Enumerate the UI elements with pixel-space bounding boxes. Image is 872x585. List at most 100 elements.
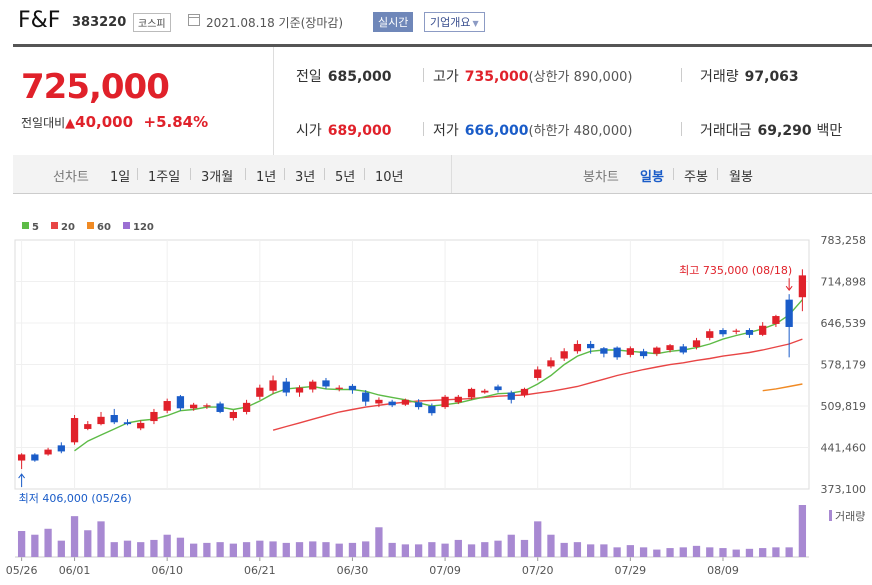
volume-bar (97, 521, 105, 557)
candle-body (348, 385, 357, 391)
realtime-button[interactable]: 실시간 (373, 12, 414, 32)
divider (423, 122, 424, 136)
candle-body (706, 331, 714, 338)
tab-daily[interactable]: 일봉 (640, 170, 664, 185)
candle-body (494, 386, 502, 391)
candle-body (600, 348, 608, 354)
company-overview-dropdown[interactable]: 기업개요 ▼ (424, 12, 485, 32)
volume-bar (679, 547, 687, 557)
divider (137, 168, 138, 180)
low-price: 저가 666,000(하한가 480,000) (433, 123, 633, 139)
tab-3y[interactable]: 3년 (295, 170, 316, 185)
candle-chart-label: 봉차트 (583, 170, 619, 185)
min-arrowhead (18, 473, 26, 479)
volume-bar (772, 547, 780, 557)
candle-body (692, 340, 701, 348)
candle-body (719, 330, 727, 335)
change-row: 전일대비▲40,000 +5.84% (21, 113, 208, 131)
volume-bar (481, 542, 489, 557)
volume-bar (190, 543, 198, 557)
volume-bar (44, 528, 52, 557)
summary-divider (273, 47, 274, 155)
candle-body (467, 388, 476, 398)
stock-name: F&F (18, 8, 61, 33)
candle-body (587, 343, 595, 349)
candle-body (203, 405, 211, 407)
volume-bar (467, 544, 476, 557)
volume-bar (587, 544, 595, 557)
tab-weekly[interactable]: 주봉 (684, 170, 708, 185)
legend-label: 120 (133, 222, 154, 233)
candle-body (454, 396, 462, 403)
tab-1w[interactable]: 1주일 (148, 170, 181, 185)
volume-bar (242, 542, 251, 557)
candle-body (229, 411, 237, 419)
candle-body (123, 422, 132, 425)
market-badge: 코스피 (133, 13, 171, 32)
ma20-line (272, 338, 803, 431)
candle-body (414, 402, 423, 408)
x-tick-label: 07/29 (614, 564, 646, 577)
volume: 거래량 97,063 (700, 69, 799, 85)
candle-body (242, 402, 251, 412)
stock-code: 383220 (72, 15, 127, 30)
tab-1d[interactable]: 1일 (110, 170, 131, 185)
price-summary: 725,000 전일대비▲40,000 +5.84% 전일 685,000 고가 7… (13, 47, 872, 156)
change-percent: +5.84% (143, 113, 209, 131)
volume-bar (362, 541, 370, 557)
volume-bar (203, 542, 211, 557)
tab-5y[interactable]: 5년 (335, 170, 356, 185)
volume-bar (441, 543, 449, 557)
candle-body (335, 387, 343, 389)
tab-1y[interactable]: 1년 (256, 170, 277, 185)
volume-bar (706, 547, 714, 557)
tab-10y[interactable]: 10년 (375, 170, 404, 185)
divider (190, 168, 191, 180)
volume-bar (560, 542, 568, 557)
candle-body (626, 348, 634, 355)
y-tick-label: 373,100 (821, 483, 867, 496)
ma5-line (74, 299, 803, 452)
volume-bar (534, 521, 542, 557)
volume-bar (150, 539, 158, 557)
volume-bar (269, 541, 277, 557)
candle-body (520, 388, 529, 395)
x-tick-label: 06/21 (244, 564, 276, 577)
tabs-divider (451, 155, 452, 193)
candle-body (534, 369, 542, 378)
volume-bar (573, 542, 582, 557)
candle-body (798, 275, 807, 298)
candle-body (295, 387, 304, 393)
min-price-annotation: 최저 406,000 (05/26) (19, 492, 132, 505)
tab-3m[interactable]: 3개월 (201, 170, 234, 185)
y-tick-label: 578,179 (821, 359, 867, 372)
x-tick-label: 07/09 (429, 564, 461, 577)
candle-body (190, 404, 198, 409)
calendar-icon (188, 14, 200, 26)
x-tick-label: 06/30 (337, 564, 369, 577)
candle-body (309, 381, 317, 390)
candle-body (732, 330, 740, 332)
max-price-annotation: 최고 735,000 (08/18) (679, 264, 792, 277)
max-arrowhead (785, 285, 793, 292)
volume-bar (494, 540, 502, 557)
volume-bar (692, 545, 701, 557)
tab-monthly[interactable]: 월봉 (729, 170, 753, 185)
volume-legend-swatch (829, 510, 832, 521)
header-rule (13, 44, 872, 47)
volume-bar (348, 542, 357, 557)
current-price: 725,000 (21, 67, 170, 107)
volume-bar (256, 540, 264, 557)
volume-bar (600, 544, 608, 557)
candle-body (375, 399, 383, 404)
prev-close: 전일 685,000 (296, 69, 392, 85)
candle-body (653, 347, 661, 354)
candle-body (150, 411, 158, 422)
volume-label: 거래량 (835, 510, 865, 523)
candle-body (639, 351, 648, 357)
legend-label: 5 (32, 222, 39, 233)
volume-bar (626, 545, 634, 557)
divider (673, 168, 674, 180)
up-triangle-icon: ▲ (65, 116, 76, 131)
change-value: 40,000 (75, 113, 134, 131)
